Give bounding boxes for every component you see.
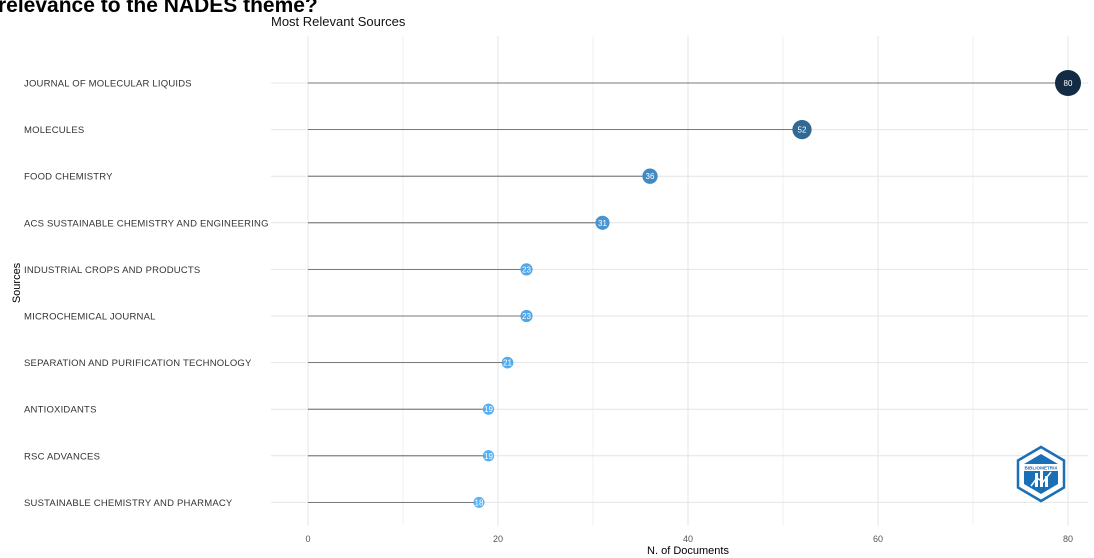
category-label: RSC ADVANCES <box>24 451 100 462</box>
category-label: SEPARATION AND PURIFICATION TECHNOLOGY <box>24 358 252 369</box>
chart-title: Most Relevant Sources <box>271 14 406 29</box>
lollipop-dot <box>792 119 812 140</box>
lollipop-dot <box>595 215 610 230</box>
x-tick-labels: 0 20 40 60 80 <box>305 534 1073 544</box>
category-label: SUSTAINABLE CHEMISTRY AND PHARMACY <box>24 498 233 509</box>
lollipop-dot <box>642 168 658 184</box>
page-heading: relevance to the NADES theme? <box>0 0 318 17</box>
category-label: MICROCHEMICAL JOURNAL <box>24 312 156 323</box>
data-label: 19 <box>484 452 493 461</box>
data-label: 52 <box>798 126 807 135</box>
x-axis-label: N. of Documents <box>647 545 729 557</box>
stems <box>308 82 1068 503</box>
logo-text: BIBLIOMETRIX <box>1025 466 1059 471</box>
category-label: ANTIOXIDANTS <box>24 405 97 416</box>
lollipop-dot <box>473 496 485 508</box>
category-labels: JOURNAL OF MOLECULAR LIQUIDS MOLECULES FOO… <box>24 79 269 509</box>
lollipop-dot <box>520 263 533 276</box>
data-points: 80 52 36 31 23 23 21 19 19 18 <box>473 70 1081 508</box>
category-label: FOOD CHEMISTRY <box>24 172 113 183</box>
lollipop-dot <box>501 356 514 369</box>
data-label: 18 <box>475 498 484 507</box>
lollipop-dot <box>520 309 533 323</box>
category-label: INDUSTRIAL CROPS AND PRODUCTS <box>24 265 200 276</box>
data-label: 19 <box>484 405 493 414</box>
category-label: JOURNAL OF MOLECULAR LIQUIDS <box>24 79 192 90</box>
lollipop-dot <box>1055 70 1081 96</box>
lollipop-dot <box>482 450 495 462</box>
grid-lines <box>271 36 1088 526</box>
lollipop-dot <box>482 403 495 415</box>
bibliometrix-logo: BIBLIOMETRIX <box>1016 445 1066 503</box>
data-label: 23 <box>522 312 531 321</box>
category-label: MOLECULES <box>24 125 84 136</box>
category-label: ACS SUSTAINABLE CHEMISTRY AND ENGINEERIN… <box>24 218 269 229</box>
x-tick-label: 0 <box>305 534 310 544</box>
data-label: 36 <box>646 172 655 181</box>
x-tick-label: 20 <box>493 534 503 544</box>
x-tick-label: 40 <box>683 534 693 544</box>
data-label: 31 <box>598 219 607 228</box>
y-axis-label: Sources <box>11 262 23 303</box>
data-label: 23 <box>522 265 531 274</box>
x-tick-label: 60 <box>873 534 883 544</box>
data-label: 80 <box>1064 79 1073 88</box>
x-tick-label: 80 <box>1063 534 1073 544</box>
data-label: 21 <box>503 359 512 368</box>
